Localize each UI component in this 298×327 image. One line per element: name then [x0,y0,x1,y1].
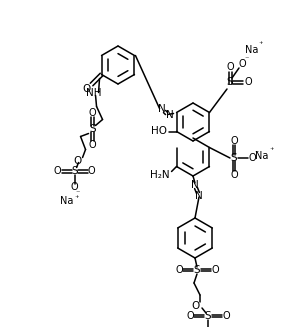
Text: Na: Na [245,45,259,55]
Text: S: S [71,166,78,177]
Text: H₂N: H₂N [150,169,169,180]
Text: HO: HO [150,127,167,136]
Text: O: O [71,182,78,193]
Text: N: N [195,191,203,201]
Text: O: O [230,170,238,180]
Text: O: O [89,108,96,117]
Text: Na: Na [60,197,73,206]
Text: N: N [191,180,199,190]
Text: ⁻: ⁻ [255,148,259,158]
Text: O: O [191,301,199,311]
Text: N: N [158,105,165,114]
Text: ⁻: ⁻ [75,188,80,197]
Text: S: S [194,265,200,275]
Text: Na: Na [255,151,269,161]
Text: N: N [166,110,173,119]
Text: S: S [205,311,211,321]
Text: O: O [222,311,230,321]
Text: S: S [89,124,96,133]
Text: ⁺: ⁺ [270,146,274,156]
Text: O: O [175,265,183,275]
Text: S: S [227,77,233,87]
Text: O: O [83,83,91,94]
Text: O: O [89,140,96,149]
Text: ⁺: ⁺ [259,41,263,49]
Text: NH: NH [86,88,101,97]
Text: ⁻: ⁻ [245,55,249,63]
Text: O: O [244,77,252,87]
Text: O: O [88,166,95,177]
Text: S: S [231,153,237,163]
Text: ⁺: ⁺ [74,194,79,203]
Text: O: O [211,265,219,275]
Text: O: O [238,59,246,69]
Text: O: O [186,311,194,321]
Text: O: O [248,153,256,163]
Text: O: O [54,166,61,177]
Text: O: O [226,62,234,72]
Text: O: O [230,136,238,146]
Text: O: O [73,156,82,165]
